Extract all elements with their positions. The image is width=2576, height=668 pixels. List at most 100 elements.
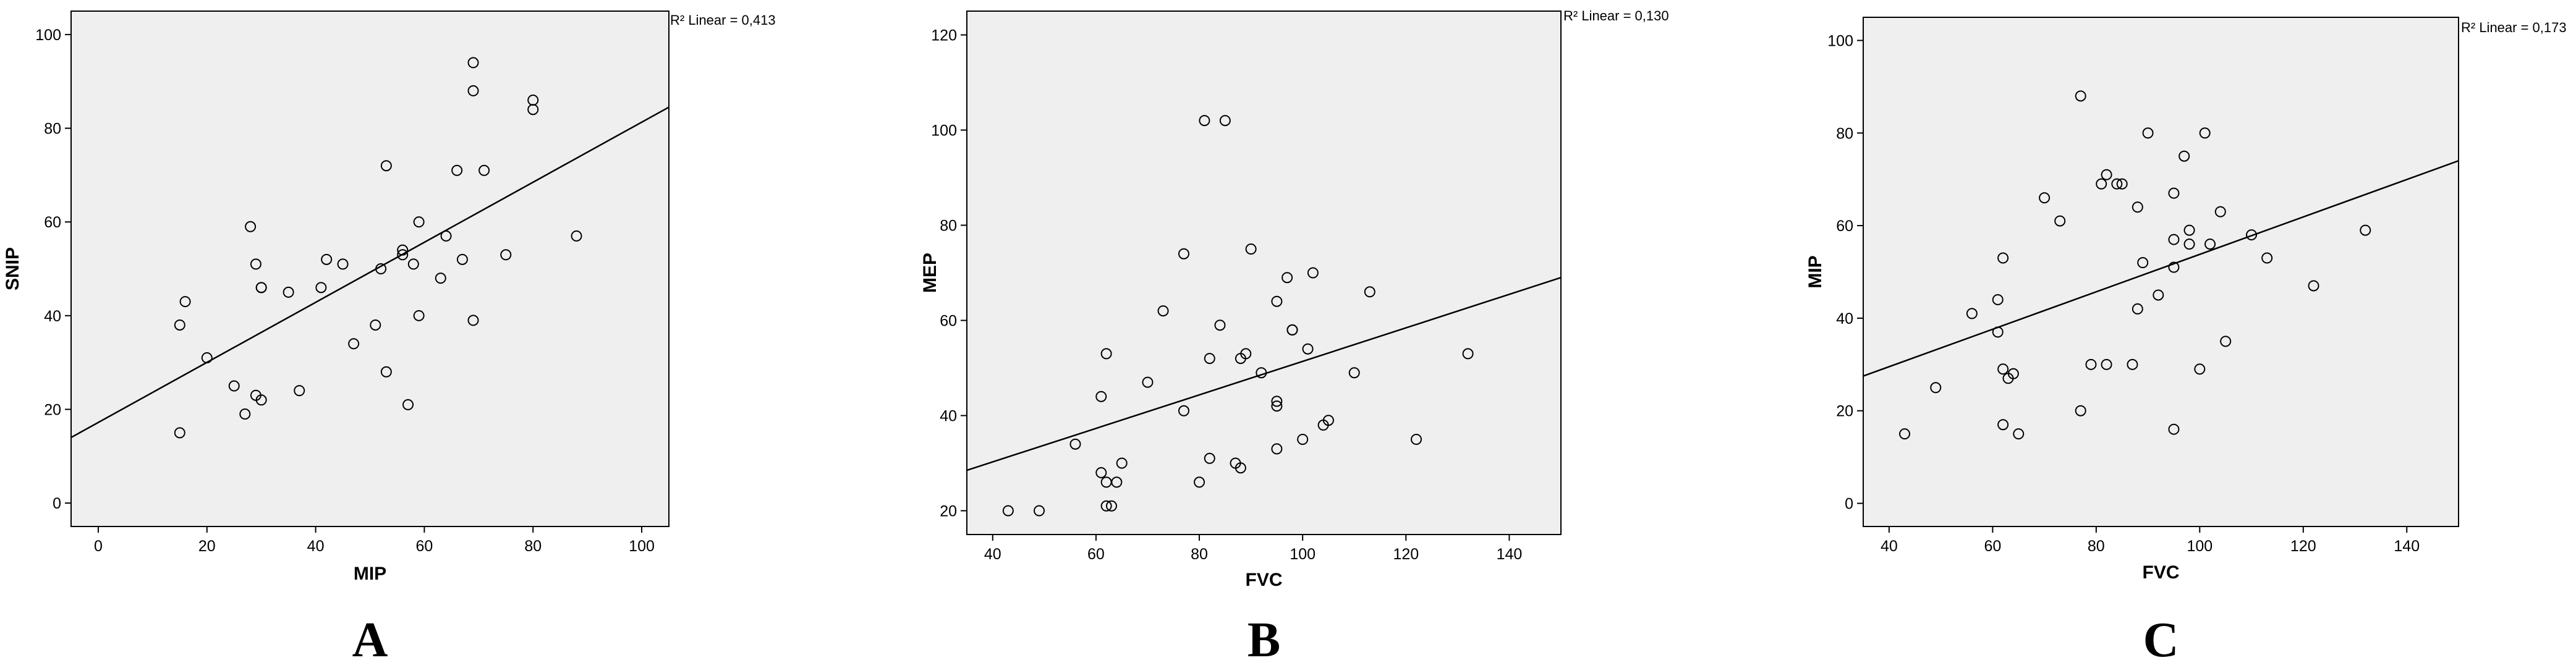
data-point: [337, 258, 349, 270]
x-tick-label: 80: [1191, 546, 1208, 563]
data-point: [1930, 382, 1942, 394]
data-point: [2168, 187, 2180, 199]
data-point: [402, 399, 414, 410]
data-point: [2085, 358, 2097, 370]
data-point: [1302, 343, 1314, 355]
x-tick-label: 120: [2290, 538, 2316, 555]
data-point: [1271, 400, 1283, 412]
y-tick-label: 120: [931, 27, 957, 44]
data-point: [1282, 272, 1293, 284]
data-point: [255, 282, 267, 294]
data-point: [1157, 305, 1169, 317]
data-point: [571, 230, 582, 242]
data-point: [2261, 252, 2273, 264]
data-point: [201, 352, 213, 364]
plot-area: [1863, 17, 2459, 527]
y-tick-label: 100: [35, 27, 61, 44]
data-point: [1116, 457, 1128, 469]
x-axis-title: MIP: [354, 564, 386, 584]
data-point: [228, 380, 240, 392]
x-tick-label: 100: [629, 538, 655, 555]
data-point: [1095, 467, 1107, 478]
data-point: [1997, 252, 2009, 264]
x-tick-label: 60: [1087, 546, 1105, 563]
x-axis-title: FVC: [1246, 570, 1283, 590]
data-point: [380, 366, 392, 378]
data-point: [451, 164, 463, 176]
y-tick-label: 100: [931, 122, 957, 140]
r2-annotation: R² Linear = 0,413: [670, 12, 776, 28]
data-point: [179, 296, 191, 308]
data-point: [2194, 363, 2206, 375]
data-point: [1997, 419, 2009, 431]
data-point: [500, 249, 512, 261]
data-point: [2096, 178, 2107, 190]
y-tick-label: 80: [1836, 125, 1853, 142]
data-point: [315, 282, 327, 294]
data-point: [1271, 395, 1283, 407]
regression-line: [70, 106, 670, 439]
data-point: [1966, 308, 1978, 319]
x-tick-label: 40: [1881, 538, 1898, 555]
data-point: [467, 85, 479, 96]
plot-area: [70, 11, 670, 527]
data-point: [348, 338, 360, 350]
data-point: [1286, 324, 1298, 336]
data-point: [1462, 348, 1474, 360]
data-point: [2199, 127, 2211, 139]
data-point: [1194, 476, 1205, 488]
x-tick-label: 80: [2088, 538, 2105, 555]
r2-annotation: R² Linear = 0,130: [1563, 8, 1669, 23]
data-point: [1898, 428, 1910, 440]
data-point: [2007, 368, 2019, 379]
data-point: [1992, 326, 2004, 338]
data-point: [407, 258, 419, 270]
data-point: [2179, 150, 2190, 162]
data-point: [467, 57, 479, 69]
data-point: [2220, 336, 2232, 347]
y-tick-label: 80: [44, 120, 61, 138]
data-point: [1204, 353, 1215, 365]
y-tick-label: 20: [44, 401, 61, 418]
r2-annotation: R² Linear = 0,173: [2461, 20, 2567, 35]
data-point: [2214, 206, 2226, 218]
data-point: [2204, 239, 2216, 250]
y-tick-label: 20: [940, 503, 957, 520]
x-tick-label: 60: [1984, 538, 2001, 555]
y-axis-title: SNIP: [2, 247, 23, 290]
y-tick-label: 40: [44, 308, 61, 325]
data-point: [2168, 234, 2180, 245]
data-point: [1214, 319, 1226, 331]
y-tick-label: 60: [44, 214, 61, 231]
panel-label: C: [2143, 613, 2179, 667]
data-point: [245, 221, 257, 232]
data-point: [1271, 295, 1283, 307]
data-point: [2075, 90, 2086, 102]
scatter-panel-a: 0 20 40 60 80 100 0 20 40 60 80 100 MIP SNIP R² Li…: [2, 11, 776, 667]
y-tick-label: 80: [940, 218, 957, 235]
panel-label: B: [1248, 613, 1280, 667]
y-axis-ticks: 20 40 60 80 100 120: [931, 27, 967, 520]
data-point: [250, 258, 261, 270]
y-axis-title: MIP: [1805, 255, 1826, 288]
x-tick-label: 80: [524, 538, 542, 555]
data-point: [2039, 192, 2051, 204]
data-point: [2168, 423, 2180, 435]
x-axis-title: FVC: [2143, 562, 2180, 583]
data-point: [283, 286, 294, 298]
y-axis-ticks: 0 20 40 60 80 100: [35, 27, 71, 512]
data-point: [239, 408, 251, 420]
data-point: [2132, 303, 2143, 315]
x-tick-label: 100: [2187, 538, 2213, 555]
data-point: [174, 427, 185, 439]
x-tick-label: 40: [307, 538, 325, 555]
data-point: [1142, 376, 1154, 388]
data-point: [2142, 127, 2154, 139]
y-tick-label: 40: [940, 408, 957, 425]
data-point: [2308, 280, 2319, 292]
x-tick-label: 0: [94, 538, 103, 555]
data-point: [2101, 169, 2112, 180]
data-point: [1245, 243, 1257, 255]
data-points: [1898, 90, 2371, 440]
